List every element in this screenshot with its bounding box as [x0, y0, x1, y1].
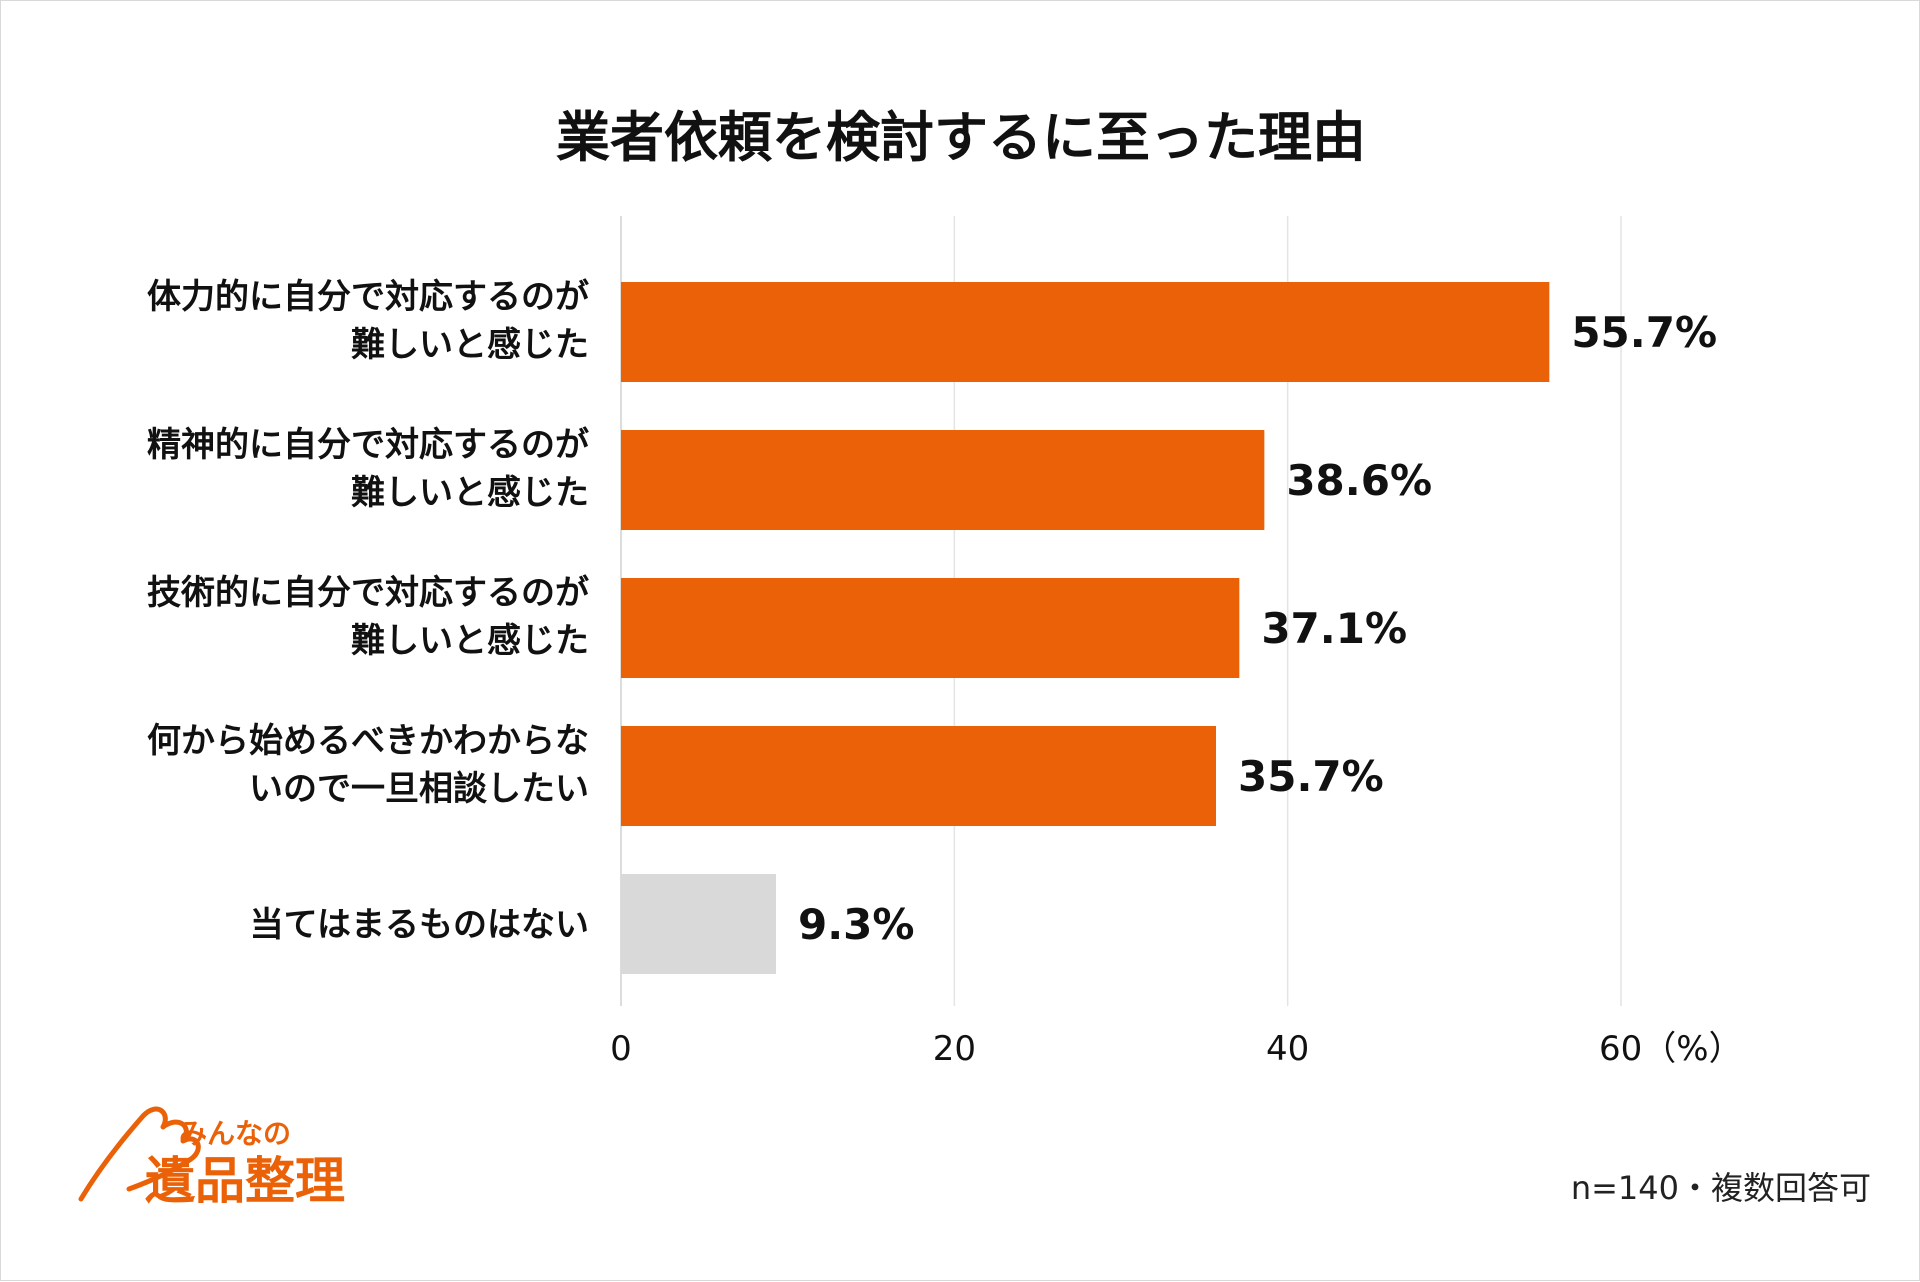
category-label-5: 当てはまるものはない [250, 905, 589, 945]
category-label-4: いので一旦相談したい [249, 769, 589, 809]
category-label-2: 精神的に自分で対応するのが [147, 425, 589, 465]
bar-4 [621, 726, 1216, 826]
category-label-1: 体力的に自分で対応するのが [147, 277, 589, 317]
category-labels: 体力的に自分で対応するのが難しいと感じた精神的に自分で対応するのが難しいと感じた… [147, 277, 589, 945]
value-label-3: 37.1% [1261, 604, 1407, 653]
value-label-5: 9.3% [798, 900, 914, 949]
bar-3 [621, 578, 1240, 678]
sample-note: n=140・複数回答可 [1571, 1169, 1871, 1207]
value-label-4: 35.7% [1238, 752, 1384, 801]
logo-line1: みんなの [179, 1117, 291, 1150]
bar-5 [621, 874, 776, 974]
brand-logo: みんなの 遺品整理 [78, 1106, 345, 1210]
category-label-4: 何から始めるべきかわからな [147, 721, 589, 761]
category-label-3: 難しいと感じた [351, 621, 589, 661]
chart-title: 業者依頼を検討するに至った理由 [556, 106, 1366, 169]
logo-line2: 遺品整理 [145, 1152, 345, 1210]
x-tick-label: 0 [610, 1029, 632, 1069]
x-axis-ticks: 0 20 40 60（%） [610, 1029, 1742, 1069]
value-labels: 55.7% 38.6% 37.1% 35.7% 9.3% [798, 308, 1717, 949]
value-label-2: 38.6% [1286, 456, 1432, 505]
wing-icon [78, 1106, 201, 1202]
category-label-2: 難しいと感じた [351, 473, 589, 513]
x-tick-label: 60（%） [1599, 1029, 1743, 1069]
bar-2 [621, 430, 1265, 530]
x-tick-label: 40 [1266, 1029, 1309, 1069]
bars [621, 282, 1550, 974]
category-label-1: 難しいと感じた [351, 325, 589, 365]
bar-1 [621, 282, 1550, 382]
category-label-3: 技術的に自分で対応するのが [147, 573, 589, 613]
x-tick-label: 20 [933, 1029, 976, 1069]
value-label-1: 55.7% [1571, 308, 1717, 357]
